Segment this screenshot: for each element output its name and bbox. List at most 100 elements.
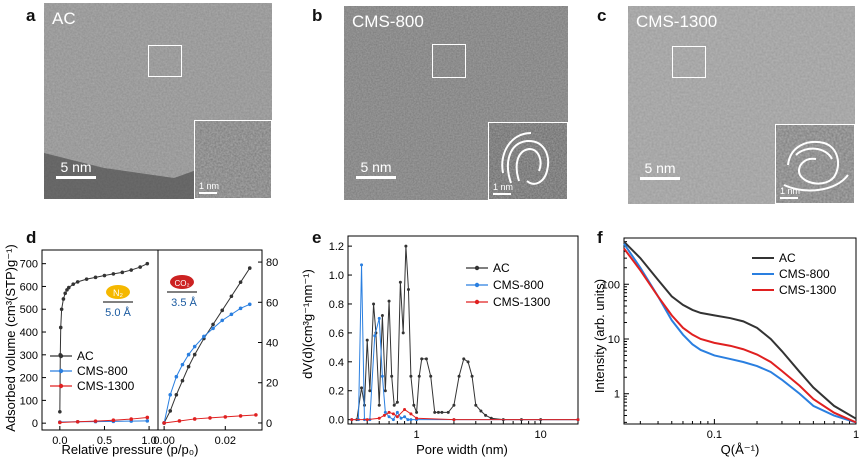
data-point [368,389,372,393]
data-point [350,418,354,422]
data-point [192,344,197,349]
plot-frame [623,237,857,425]
n2-molecule-label: N₂ [113,288,123,298]
series-line-ac [623,240,857,420]
y-tick-label: 700 [20,259,38,271]
data-point [238,306,243,311]
co2-molecule-icon [170,275,194,289]
legend-marker [58,368,64,374]
data-point [145,415,150,420]
data-point [254,413,258,417]
legend-label: AC [779,251,796,265]
y-tick-label: 100 [602,279,620,291]
data-point [93,275,98,280]
data-point [360,386,364,390]
x-axis-label: Relative pressure (p/p₀) [62,442,199,457]
roi-box [672,46,706,78]
data-point [440,410,444,414]
data-point [238,280,243,284]
data-point [404,244,408,248]
scale-bar: 5 nm [56,159,96,179]
y-tick-label: 60 [266,297,278,309]
data-point [415,416,419,420]
y-tick-label: 0 [266,418,272,430]
data-point [424,357,428,361]
data-point [75,280,80,284]
data-point [180,378,185,383]
data-point [406,288,410,292]
data-point [387,410,391,414]
data-point [387,299,391,303]
data-point [192,352,197,357]
y-tick-label: 500 [20,304,38,316]
y-tick-label: 1 [614,389,620,401]
data-point [111,418,116,423]
data-point [220,318,225,323]
data-point [383,389,387,393]
data-point [372,302,376,306]
panel-letter-a: a [26,6,36,25]
data-point [174,374,179,379]
data-point [75,419,80,424]
data-point [223,415,228,419]
data-point [420,357,424,361]
data-point [66,285,71,290]
data-point [433,410,437,414]
data-point [129,417,134,421]
co2-size-label: 3.5 Å [171,296,197,309]
x-tick-label: 0.00 [153,435,174,447]
panel-letter-b: b [312,6,323,25]
n2-size-label: 5.0 Å [105,306,131,319]
legend-marker [474,282,480,288]
y-axis-label: Adsorbed volume (cm³(STP)g⁻¹) [3,244,18,431]
data-point [391,412,395,416]
data-point [387,415,391,419]
data-point [412,403,416,407]
legend-label: CMS-1300 [493,295,551,309]
data-point [474,403,478,407]
tem-label-ac: AC [52,9,76,28]
legend-label: CMS-800 [493,278,544,292]
legend-label: CMS-1300 [779,283,837,297]
data-point [452,403,456,407]
x-axis-label: Q(Å⁻¹) [721,442,760,457]
legend-marker [58,353,64,359]
data-point [71,282,76,286]
y-tick-label: 0 [32,418,38,430]
y-axis-label: dV(d)(cm³g⁻¹nm⁻¹) [300,269,315,379]
data-point [211,326,215,331]
data-point [365,418,369,422]
data-point [93,419,98,423]
tem-inset: 1 nm [488,122,568,200]
y-tick-label: 600 [20,281,38,293]
series-line-ac [356,246,578,421]
panel-letter-e: e [312,228,322,247]
tem-image-cms1300: CMS-1300 5 nm 1 nm [628,6,855,204]
legend-label: CMS-800 [77,364,128,378]
tem-image-cms800: CMS-800 5 nm 1 nm [344,6,568,200]
y-tick-label: 0.8 [329,299,344,311]
y-tick-label: 400 [20,327,38,339]
data-point [145,261,150,266]
data-point [129,268,134,272]
data-point [208,416,212,420]
data-point [365,338,369,342]
data-point [470,374,474,378]
data-point [457,374,461,378]
y-tick-label: 0.4 [329,357,344,369]
data-point [61,297,66,301]
data-point [58,325,63,330]
y-tick-label: 20 [266,378,278,390]
data-point [398,280,402,284]
data-point [380,314,384,318]
y-tick-label: 1.2 [329,241,344,253]
data-point [479,409,483,413]
data-point [360,263,364,267]
data-point [383,410,387,414]
roi-box [148,45,182,77]
data-point [220,308,225,313]
data-point [211,322,215,327]
y-axis-label: Intensity (arb. units) [592,279,607,393]
co2-molecule-label: CO₂ [174,279,189,288]
data-point [576,418,580,422]
